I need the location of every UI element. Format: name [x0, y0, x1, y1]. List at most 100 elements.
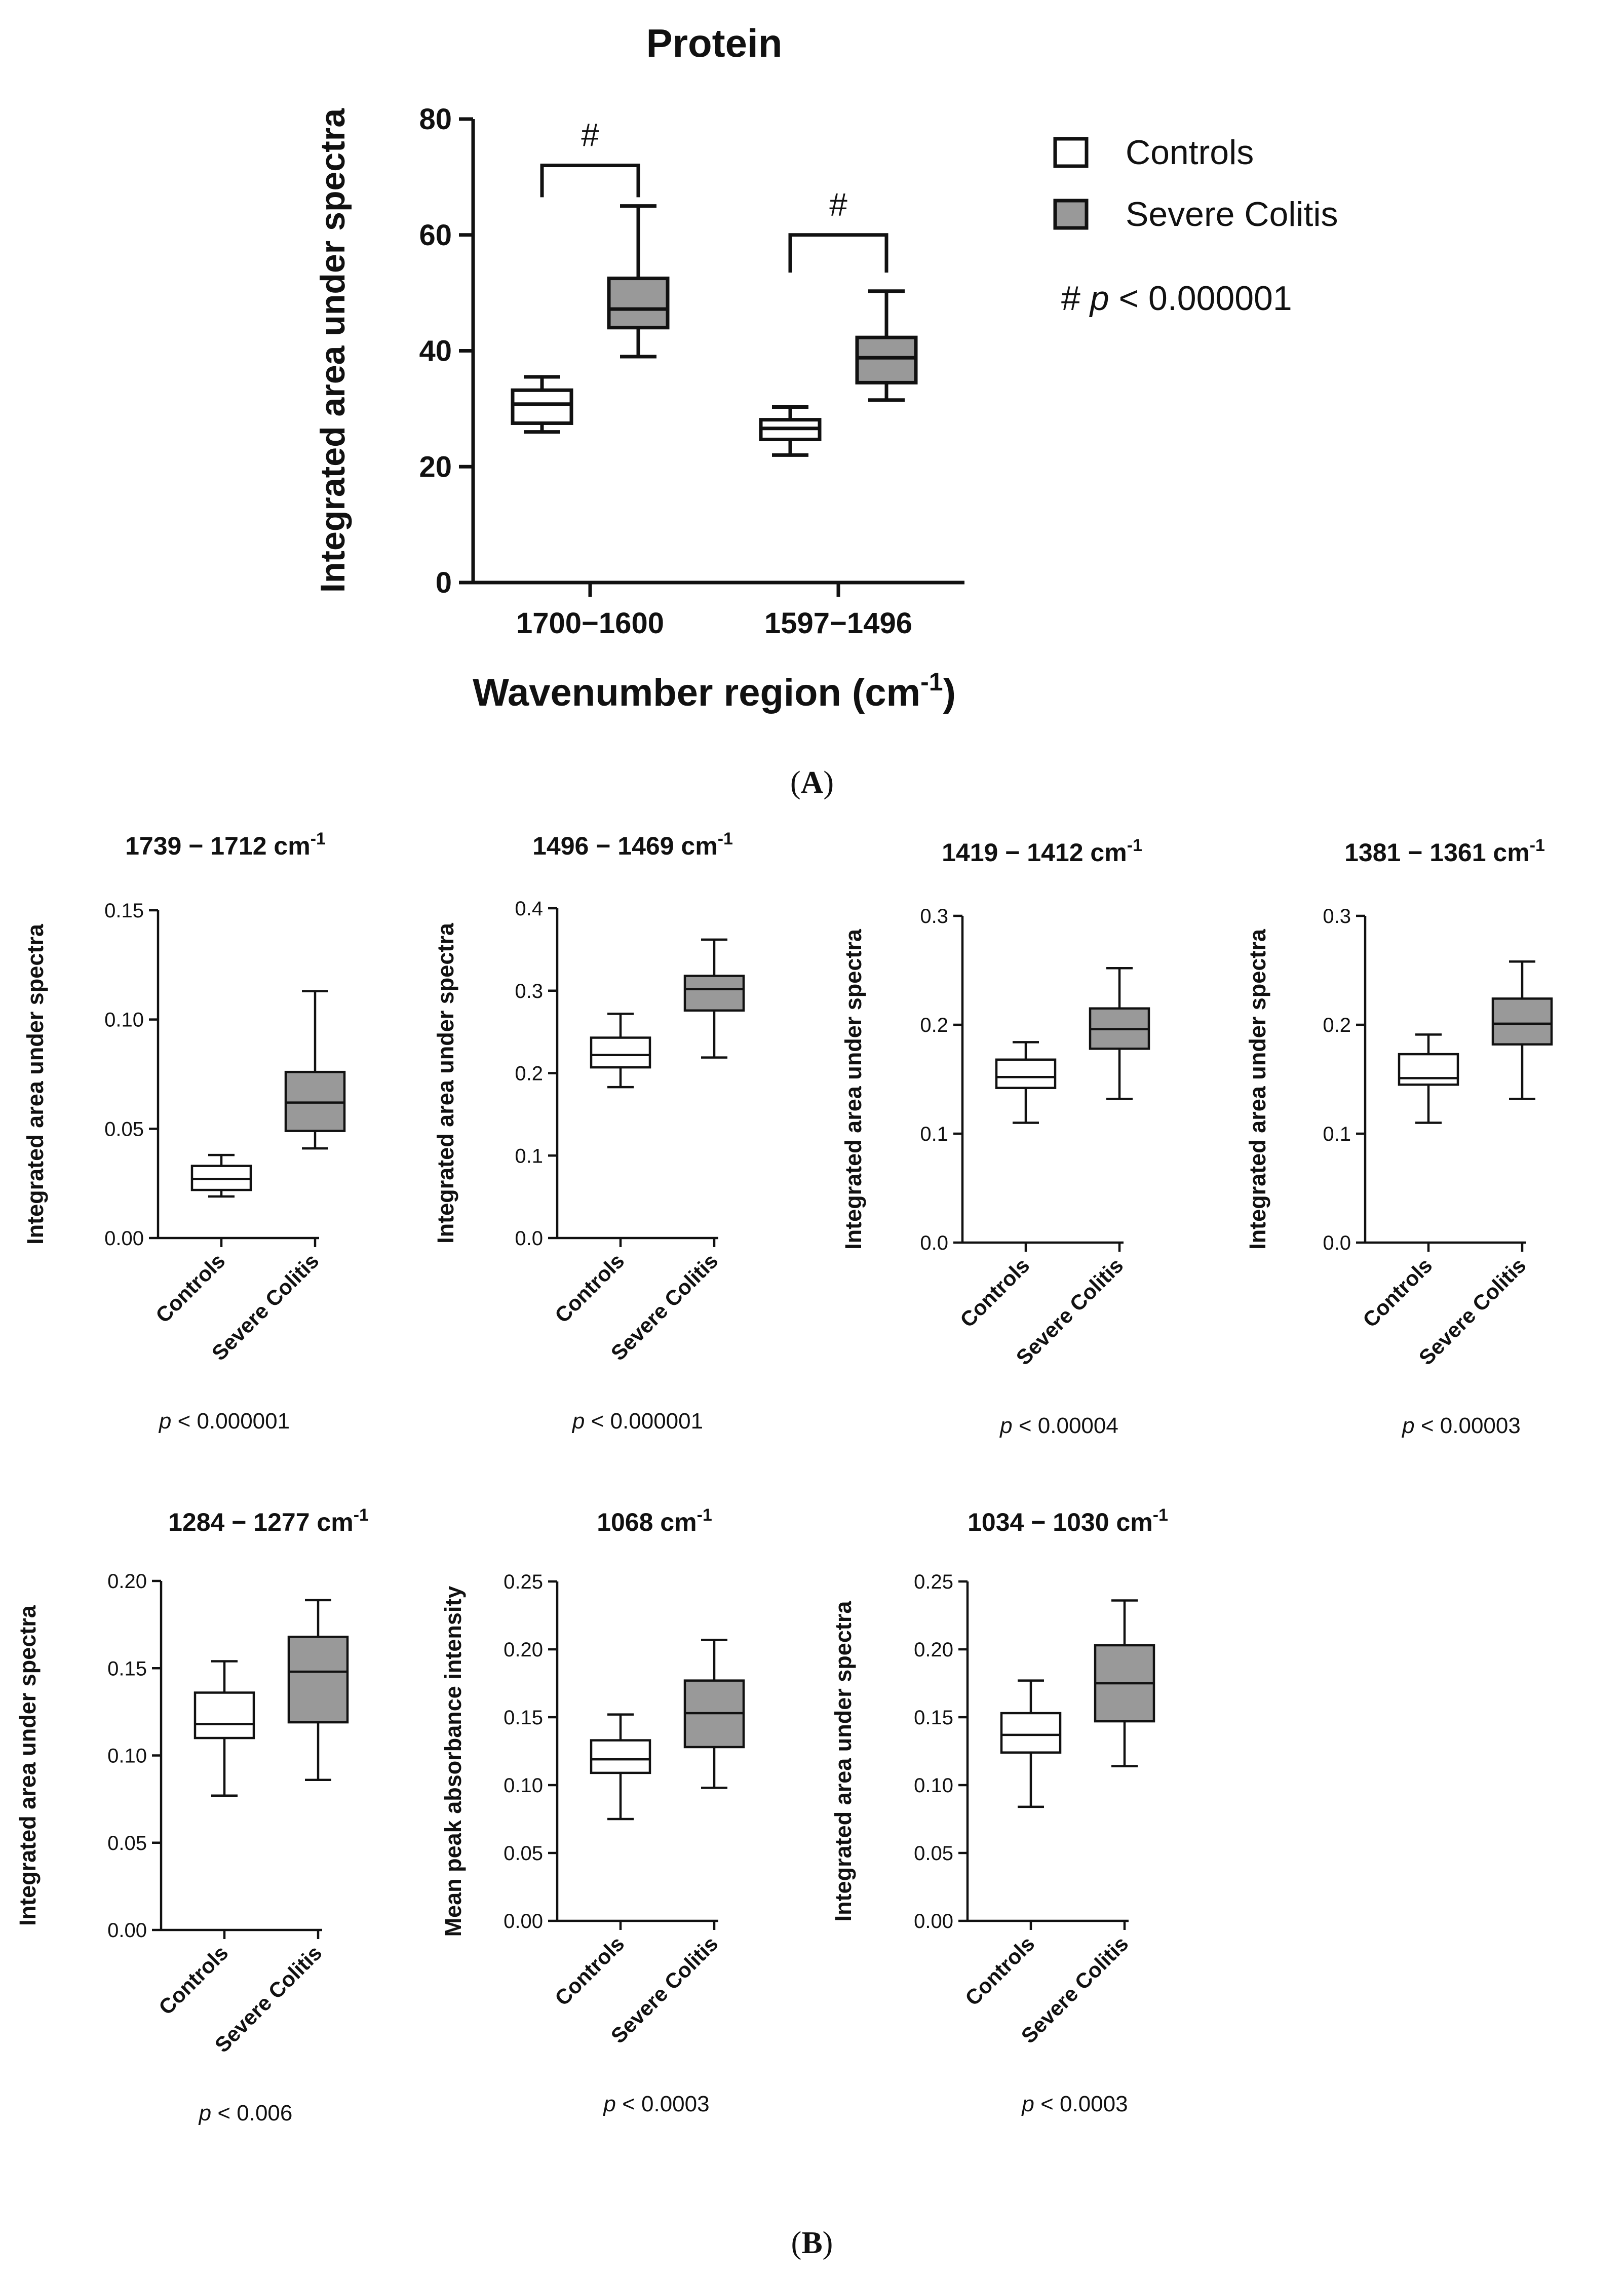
y-tick-label: 20	[419, 450, 452, 483]
box-iqr	[511, 388, 573, 425]
x-tick-label: Controls	[550, 1931, 629, 2010]
y-tick-label: 0.1	[1323, 1123, 1351, 1145]
box-controls	[511, 375, 573, 434]
significance-mark: #	[829, 186, 847, 223]
y-axis-label: Integrated area under spectra	[15, 1605, 41, 1926]
chart-b5: 1284 − 1277 cm-1 0.00 0.05 0.10 0.15 0.20 Inte…	[15, 1505, 369, 2126]
chart-b7: 1034 − 1030 cm-1 0.00 0.05 0.10 0.15 0.20 0.25…	[830, 1505, 1168, 2116]
box-severe-colitis	[1089, 967, 1150, 1100]
chart-title: 1068 cm-1	[597, 1505, 712, 1536]
x-tick-label: Controls	[955, 1253, 1034, 1332]
x-tick-label: 1597−1496	[764, 607, 912, 640]
y-axis-label: Mean peak absorbance intensity	[440, 1586, 466, 1937]
y-tick-label: 80	[419, 103, 452, 136]
box-severe-colitis	[683, 938, 745, 1059]
y-tick-label: 0.2	[515, 1063, 543, 1085]
panel-label-b: (B)	[791, 2226, 833, 2260]
box-controls	[995, 1041, 1057, 1124]
box-iqr	[1000, 1712, 1062, 1754]
y-tick-label: 0.05	[104, 1118, 144, 1140]
panel-label-a: (A)	[790, 765, 834, 800]
y-axis-label: Integrated area under spectra	[433, 922, 458, 1244]
p-value: p < 0.00004	[999, 1413, 1118, 1438]
chart-title: 1739 − 1712 cm-1	[125, 829, 326, 860]
y-tick-label: 0.20	[107, 1570, 147, 1593]
x-tick-label: Controls	[151, 1249, 229, 1327]
significance-mark: #	[581, 117, 599, 153]
box-iqr	[995, 1058, 1057, 1089]
y-tick-label: 0.00	[504, 1910, 543, 1933]
box-severe-colitis	[284, 990, 346, 1150]
box-controls	[759, 405, 822, 457]
chart-title: 1419 − 1412 cm-1	[942, 836, 1142, 867]
box-controls	[590, 1013, 651, 1089]
y-tick-label: 0.3	[920, 905, 948, 928]
legend-note: # p < 0.000001	[1061, 279, 1292, 318]
y-tick-label: 0.3	[515, 980, 543, 1002]
box-controls	[194, 1660, 255, 1797]
box-severe-colitis	[855, 289, 918, 402]
y-tick-label: 0.2	[1323, 1014, 1351, 1036]
y-tick-label: 0.25	[914, 1571, 953, 1593]
box-severe-colitis	[683, 1638, 745, 1789]
p-value: p < 0.006	[198, 2101, 293, 2126]
box-controls	[190, 1153, 252, 1198]
y-tick-label: 60	[419, 219, 452, 252]
p-value: p < 0.00003	[1401, 1413, 1521, 1438]
box-iqr	[855, 335, 918, 384]
x-tick-label: Controls	[960, 1931, 1039, 2010]
box-severe-colitis	[1491, 960, 1553, 1100]
y-tick-label: 0.25	[504, 1571, 543, 1593]
x-tick-label: Controls	[550, 1249, 629, 1327]
box-severe-colitis	[1094, 1599, 1155, 1767]
legend-swatch	[1053, 199, 1089, 230]
box-iqr	[1491, 997, 1553, 1046]
y-tick-label: 0.00	[914, 1910, 953, 1933]
p-value: p < 0.0003	[602, 2092, 709, 2116]
chart-b1: 1739 − 1712 cm-1 0.00 0.05 0.10 0.15 Integrat…	[22, 829, 346, 1434]
box-severe-colitis	[607, 204, 670, 359]
y-tick-label: 0.15	[104, 900, 144, 922]
box-iqr	[194, 1691, 255, 1740]
box-controls	[590, 1713, 651, 1821]
y-axis-label: Integrated area under spectra	[840, 929, 866, 1250]
y-tick-label: 0.0	[515, 1227, 543, 1250]
box-iqr	[607, 277, 670, 330]
y-tick-label: 0.1	[920, 1123, 948, 1145]
y-tick-label: 0.00	[107, 1919, 147, 1942]
y-tick-label: 0.20	[914, 1639, 953, 1661]
y-tick-label: 0.15	[504, 1707, 543, 1729]
y-axis-label: Integrated area under spectra	[830, 1601, 856, 1922]
y-tick-label: 0.10	[107, 1745, 147, 1767]
chart-b2: 1496 − 1469 cm-1 0.0 0.1 0.2 0.3 0.4 Integrate…	[433, 829, 745, 1434]
legend-label: Severe Colitis	[1126, 195, 1338, 234]
chart-title: Protein	[646, 21, 783, 65]
box-controls	[1000, 1679, 1062, 1808]
y-tick-label: 0.0	[920, 1232, 948, 1254]
y-tick-label: 0	[436, 566, 452, 599]
box-iqr	[287, 1635, 349, 1724]
x-tick-label: 1700−1600	[516, 607, 664, 640]
x-tick-label: Controls	[154, 1941, 233, 2019]
p-value: p < 0.0003	[1021, 2092, 1128, 2116]
y-tick-label: 0.2	[920, 1014, 948, 1036]
chart-b6: 1068 cm-1 0.00 0.05 0.10 0.15 0.20 0.25 Mean pe…	[440, 1505, 745, 2116]
box-iqr	[683, 975, 745, 1012]
box-iqr	[590, 1036, 651, 1069]
legend: Controls Severe Colitis # p < 0.000001	[1053, 133, 1338, 318]
y-tick-label: 0.3	[1323, 905, 1351, 928]
y-tick-label: 0.15	[914, 1707, 953, 1729]
y-tick-label: 0.05	[107, 1832, 147, 1854]
y-tick-label: 0.10	[504, 1774, 543, 1797]
x-tick-label: Controls	[1358, 1253, 1437, 1332]
y-tick-label: 0.10	[104, 1009, 144, 1031]
y-tick-label: 0.1	[515, 1145, 543, 1167]
p-value: p < 0.000001	[571, 1409, 703, 1434]
y-tick-label: 0.05	[504, 1842, 543, 1865]
chart-title: 1496 − 1469 cm-1	[532, 829, 733, 860]
p-value: p < 0.000001	[158, 1409, 290, 1434]
chart-title: 1284 − 1277 cm-1	[168, 1505, 369, 1536]
chart-b4: 1381 − 1361 cm-1 0.0 0.1 0.2 0.3 Integrated a…	[1245, 836, 1553, 1438]
box-severe-colitis	[287, 1599, 349, 1781]
